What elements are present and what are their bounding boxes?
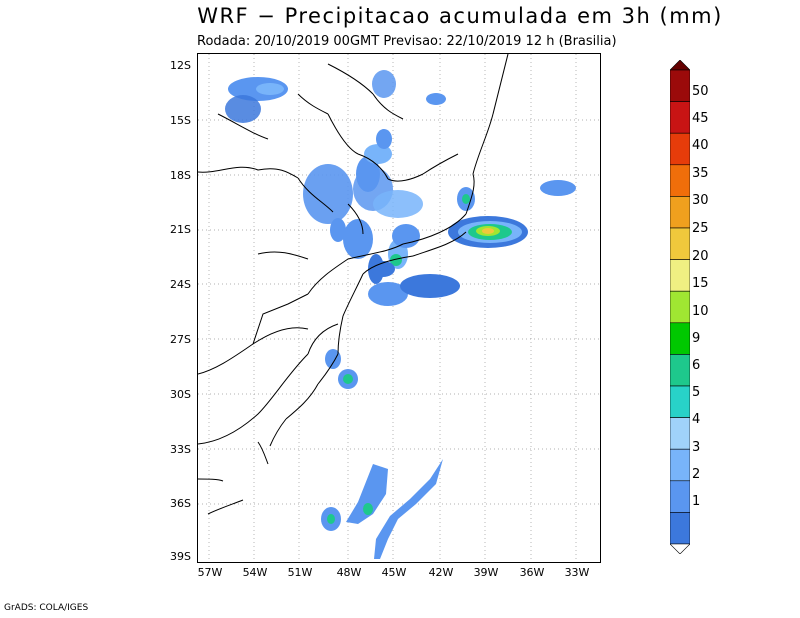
lat-label: 27S xyxy=(170,333,191,346)
legend-label: 3 xyxy=(692,440,701,455)
lat-label: 12S xyxy=(170,59,191,72)
legend-swatch xyxy=(670,385,690,418)
lon-label: 39W xyxy=(473,566,499,579)
lon-label: 54W xyxy=(242,566,268,579)
legend-swatch xyxy=(670,259,690,292)
lon-label: 57W xyxy=(197,566,223,579)
lon-label: 48W xyxy=(336,566,362,579)
lat-label: 33S xyxy=(170,443,191,456)
chart-subtitle: Rodada: 20/10/2019 00GMT Previsao: 22/10… xyxy=(197,34,617,49)
legend-swatch xyxy=(670,69,690,102)
legend-swatch xyxy=(670,543,690,554)
legend-swatch xyxy=(670,448,690,482)
legend-swatch xyxy=(670,101,690,134)
legend-label: 20 xyxy=(692,249,709,264)
map-panel xyxy=(197,53,601,563)
legend-label: 50 xyxy=(692,84,709,99)
legend-label: 9 xyxy=(692,331,701,346)
legend-swatch xyxy=(670,196,690,229)
legend-swatch xyxy=(670,132,690,166)
legend-label: 15 xyxy=(692,276,709,291)
credit-text: GrADS: COLA/IGES xyxy=(4,603,89,613)
legend-label: 4 xyxy=(692,412,701,427)
lat-label: 30S xyxy=(170,388,191,401)
legend-label: 35 xyxy=(692,166,709,181)
coastlines-and-borders xyxy=(198,54,509,515)
legend-label: 2 xyxy=(692,467,701,482)
lat-label: 36S xyxy=(170,497,191,510)
grid-lines xyxy=(198,54,600,562)
legend-label: 1 xyxy=(692,494,701,509)
legend-swatch xyxy=(670,227,690,260)
legend-label: 25 xyxy=(692,221,709,236)
legend-label: 10 xyxy=(692,304,709,319)
lon-label: 36W xyxy=(519,566,545,579)
color-legend xyxy=(670,60,690,554)
legend-label: 6 xyxy=(692,358,701,373)
lat-label: 21S xyxy=(170,223,191,236)
legend-label: 30 xyxy=(692,193,709,208)
legend-swatch xyxy=(670,322,690,355)
lat-label: 24S xyxy=(170,278,191,291)
legend-label: 5 xyxy=(692,385,701,400)
legend-swatch xyxy=(670,354,690,387)
legend-swatch xyxy=(670,480,690,513)
legend-swatch xyxy=(670,417,690,450)
legend-swatch xyxy=(670,290,690,324)
lat-label: 15S xyxy=(170,114,191,127)
lat-label: 39S xyxy=(170,550,191,563)
chart-title: WRF − Precipitacao acumulada em 3h (mm) xyxy=(197,4,723,28)
lat-label: 18S xyxy=(170,169,191,182)
lon-label: 42W xyxy=(428,566,454,579)
legend-swatch xyxy=(670,164,690,197)
legend-swatch xyxy=(670,512,690,545)
lon-label: 51W xyxy=(287,566,313,579)
legend-swatches xyxy=(670,60,690,554)
precipitation-fields xyxy=(225,70,576,559)
legend-swatch xyxy=(670,60,690,71)
lon-label: 33W xyxy=(564,566,590,579)
lon-label: 45W xyxy=(381,566,407,579)
legend-label: 45 xyxy=(692,111,709,126)
legend-label: 40 xyxy=(692,138,709,153)
precipitation-map xyxy=(198,54,600,562)
